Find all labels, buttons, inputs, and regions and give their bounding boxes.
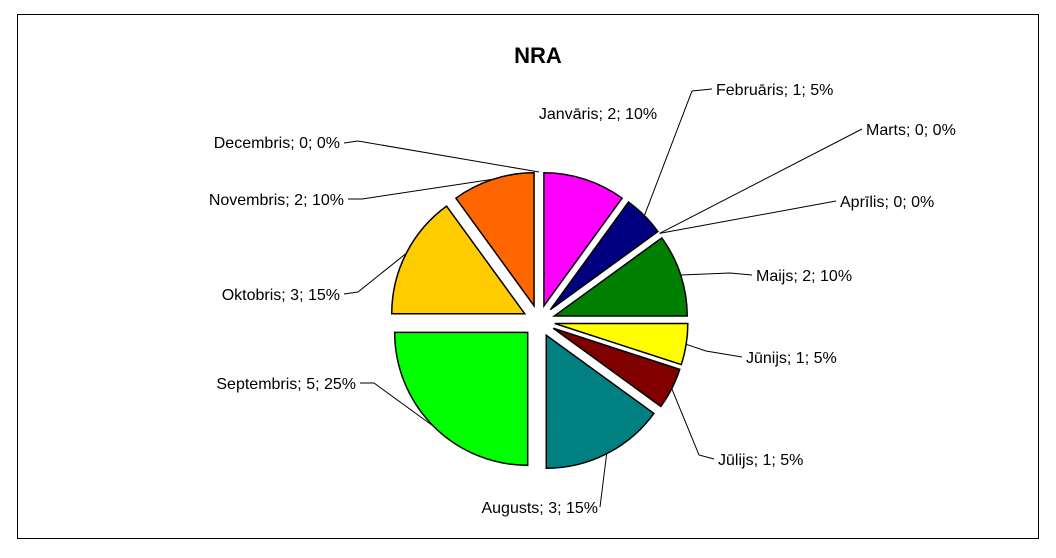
pie-slice-septembris — [393, 331, 529, 467]
leader-line-oktobris — [343, 252, 407, 295]
pie-slice-janvaris — [543, 172, 624, 309]
leader-lines — [343, 88, 863, 508]
data-label-junijs: Jūnijs; 1; 5% — [746, 350, 837, 367]
leader-line-marts — [659, 128, 863, 234]
data-label-oktobris: Oktobris; 3; 15% — [222, 287, 340, 304]
data-label-novembris: Novembris; 2; 10% — [209, 192, 344, 209]
pie-chart: NRA Janvāris; 2; 10% Februāris; 1; 5% Mart… — [209, 43, 956, 517]
leader-line-februaris — [643, 88, 713, 216]
leader-line-novembris — [348, 178, 494, 200]
data-label-augusts: Augusts; 3; 15% — [481, 500, 598, 517]
pie-slice-augusts — [545, 333, 655, 470]
pie-slice-februaris — [549, 201, 659, 311]
leader-line-decembris — [343, 140, 540, 173]
chart-title: NRA — [514, 43, 562, 68]
leader-line-aprilis — [659, 200, 837, 234]
data-label-februaris: Februāris; 1; 5% — [716, 82, 833, 99]
data-label-janvaris: Janvāris; 2; 10% — [539, 106, 657, 123]
data-label-septembris: Septembris; 5; 25% — [216, 376, 356, 393]
data-label-decembris: Decembris; 0; 0% — [214, 135, 340, 152]
pie-slice-oktobris — [390, 205, 527, 315]
pie-slices — [390, 172, 689, 470]
pie-slice-junijs — [554, 322, 689, 366]
leader-line-maijs — [680, 272, 753, 276]
leader-line-augusts — [599, 453, 608, 508]
data-label-maijs: Maijs; 2; 10% — [756, 268, 852, 285]
pie-slice-julijs — [552, 327, 681, 408]
data-label-julijs: Jūlijs; 1; 5% — [718, 452, 803, 469]
chart-area: NRA Janvāris; 2; 10% Februāris; 1; 5% Mart… — [17, 14, 1039, 539]
data-labels: Janvāris; 2; 10% Februāris; 1; 5% Marts; 0… — [209, 82, 956, 517]
pie-slice-novembris — [454, 172, 535, 309]
leader-line-septembris — [360, 382, 434, 427]
leader-line-julijs — [671, 388, 715, 460]
leader-line-junijs — [686, 343, 743, 358]
data-label-marts: Marts; 0; 0% — [866, 122, 956, 139]
pie-slice-maijs — [551, 236, 688, 317]
data-label-aprilis: Aprīlis; 0; 0% — [840, 194, 934, 211]
